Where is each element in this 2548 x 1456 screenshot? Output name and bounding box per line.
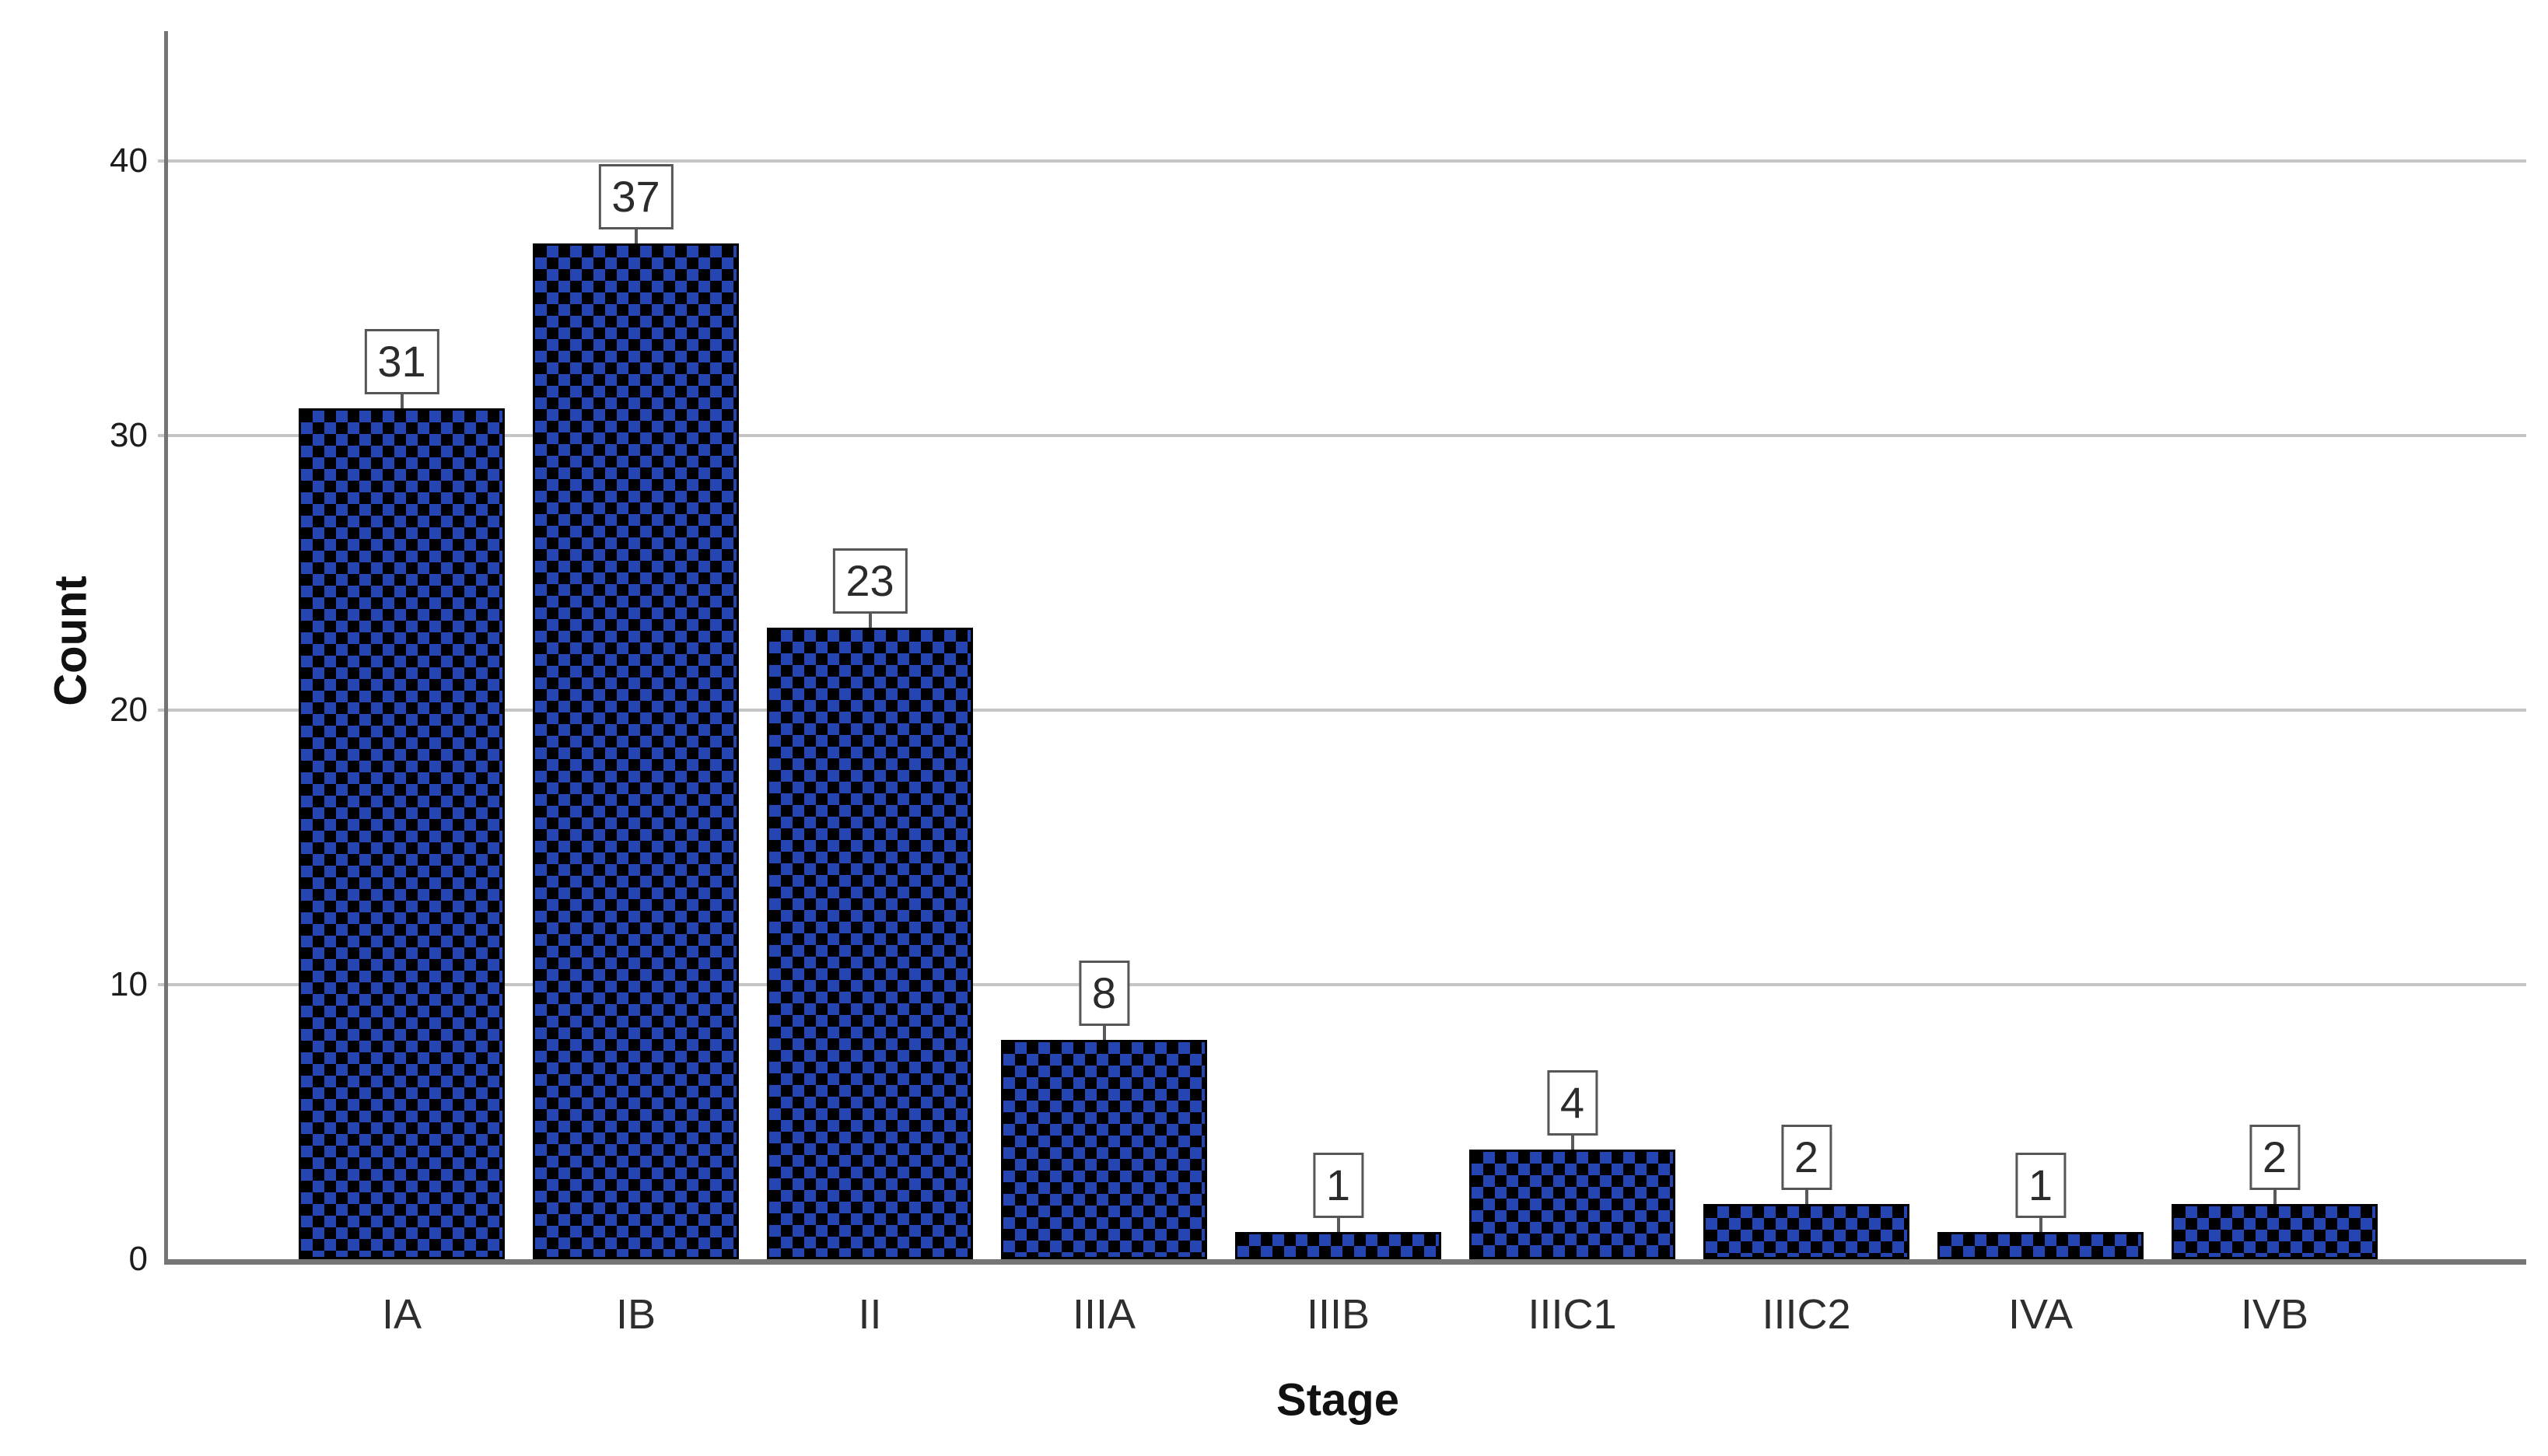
value-label-connector xyxy=(2273,1190,2277,1204)
bar xyxy=(299,408,505,1259)
y-axis-tick-label: 40 xyxy=(110,142,148,180)
bar xyxy=(1703,1204,1909,1259)
value-label: 37 xyxy=(598,164,674,229)
value-label-connector xyxy=(868,614,872,628)
bar xyxy=(1469,1150,1675,1259)
x-axis-title: Stage xyxy=(1276,1374,1399,1426)
bar xyxy=(1235,1232,1441,1259)
y-axis-title: Count xyxy=(45,576,96,706)
value-label: 31 xyxy=(364,329,439,394)
value-label: 2 xyxy=(1780,1125,1832,1190)
x-axis-line xyxy=(164,1259,2526,1265)
value-label-connector xyxy=(2039,1218,2042,1232)
gridline xyxy=(158,159,2526,163)
bar xyxy=(2172,1204,2378,1259)
category-label: IA xyxy=(381,1291,422,1338)
y-axis-tick-label: 30 xyxy=(110,416,148,454)
value-label: 4 xyxy=(1546,1070,1598,1136)
y-axis-tick-label: 0 xyxy=(128,1240,148,1278)
bar xyxy=(1937,1232,2144,1259)
category-label: IVB xyxy=(2240,1291,2309,1338)
category-label: IVA xyxy=(2007,1291,2074,1338)
value-label: 1 xyxy=(2014,1153,2067,1218)
value-label: 23 xyxy=(832,548,908,614)
value-label: 1 xyxy=(1312,1153,1364,1218)
y-axis-tick-label: 20 xyxy=(110,691,148,729)
category-label: IIIC1 xyxy=(1528,1291,1617,1338)
value-label: 2 xyxy=(2249,1125,2301,1190)
category-label: IIIC2 xyxy=(1762,1291,1851,1338)
value-label: 8 xyxy=(1078,961,1130,1026)
value-label-connector xyxy=(1336,1218,1340,1232)
category-label: II xyxy=(858,1291,882,1338)
value-label-connector xyxy=(1804,1190,1808,1204)
gridline xyxy=(158,983,2526,986)
y-axis-line xyxy=(164,31,168,1265)
value-label-connector xyxy=(1570,1136,1574,1150)
gridline xyxy=(158,434,2526,437)
value-label-connector xyxy=(1102,1026,1106,1040)
category-label: IB xyxy=(615,1291,656,1338)
category-label: IIIB xyxy=(1306,1291,1370,1338)
y-axis-tick-label: 10 xyxy=(110,965,148,1003)
gridline xyxy=(158,709,2526,712)
value-label-connector xyxy=(400,394,404,408)
category-label: IIIA xyxy=(1072,1291,1136,1338)
value-label-connector xyxy=(634,229,638,243)
bar xyxy=(533,243,739,1259)
bar xyxy=(767,628,973,1259)
bar xyxy=(1001,1040,1207,1259)
